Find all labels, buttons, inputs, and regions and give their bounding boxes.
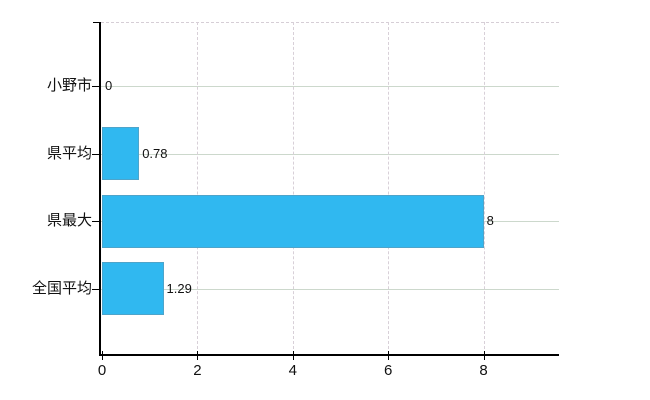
y-axis-tick: [92, 153, 99, 155]
x-axis-tick-label: 0: [97, 362, 107, 379]
vertical-gridline: [197, 22, 199, 354]
y-axis-tick: [92, 221, 99, 222]
y-axis-line: [99, 22, 101, 356]
horizontal-gridline: [101, 86, 559, 87]
category-label: 県平均: [46, 144, 92, 162]
horizontal-gridline: [101, 153, 559, 155]
x-axis-line: [99, 354, 559, 356]
bar-value-label: 0: [105, 78, 113, 93]
x-axis-tick-label: 8: [479, 362, 488, 379]
category-label: 小野市: [46, 77, 92, 94]
vertical-gridline: [483, 22, 485, 354]
plot-top-border: [101, 22, 559, 23]
x-axis-tick-label: 4: [288, 362, 297, 379]
category-label: 県最大: [46, 212, 92, 229]
horizontal-gridline: [101, 288, 559, 290]
x-axis-tick-label: 2: [193, 362, 202, 379]
bar-value-label: 8: [486, 213, 494, 228]
bar-value-label: 0.78: [142, 145, 168, 161]
vertical-gridline: [292, 22, 294, 354]
bar: [102, 127, 140, 180]
bar: [102, 262, 164, 315]
bar: [102, 194, 484, 248]
y-axis-tick: [92, 288, 99, 290]
vertical-gridline: [388, 22, 390, 354]
y-axis-top-tick: [93, 22, 100, 23]
category-label: 全国平均: [31, 279, 92, 297]
x-axis-tick-label: 6: [384, 362, 393, 379]
y-axis-tick: [92, 86, 99, 87]
bar-value-label: 1.29: [166, 280, 192, 296]
